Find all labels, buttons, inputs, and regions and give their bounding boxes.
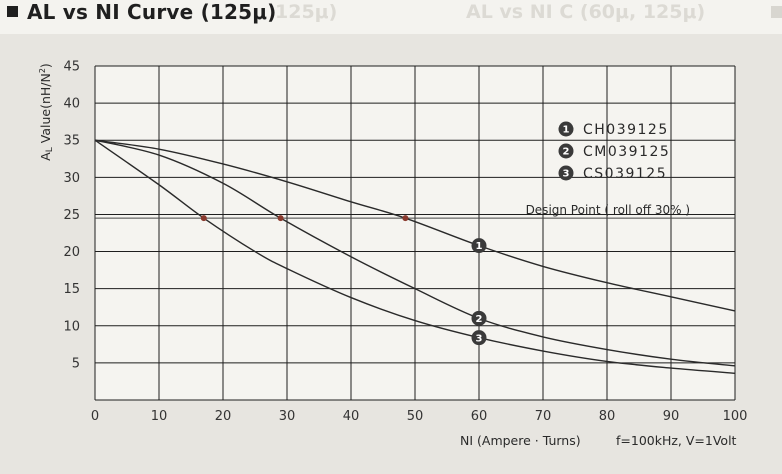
x-tick-label: 30 <box>279 409 296 424</box>
y-tick-label: 45 <box>63 60 80 75</box>
x-tick-label: 90 <box>663 409 680 424</box>
y-tick-label: 15 <box>63 282 80 297</box>
curve-badge-number: 1 <box>476 241 483 252</box>
y-tick-label: 5 <box>72 356 80 371</box>
x-tick-label: 20 <box>215 409 232 424</box>
y-tick-label: 10 <box>63 319 80 334</box>
curve-2 <box>94 139 736 367</box>
title-bullet-icon <box>7 6 18 17</box>
design-point-marker <box>402 215 409 222</box>
legend-badge-number: 2 <box>563 147 570 158</box>
legend: 1 CH039125 2 CM039125 3 CS039125 <box>558 121 670 182</box>
legend-badge <box>558 143 574 159</box>
grid <box>94 65 736 401</box>
x-tick-label: 50 <box>407 409 424 424</box>
x-tick-label: 0 <box>91 409 99 424</box>
header-bar: AL vs NI Curve (125μ) 125μ) AL vs NI C (… <box>0 0 782 34</box>
legend-entry: CH039125 <box>583 122 669 138</box>
x-tick-label: 10 <box>151 409 168 424</box>
curve-badge-number: 3 <box>476 333 483 344</box>
y-tick-label: 20 <box>63 245 80 260</box>
bleed-through-bullet-icon <box>771 6 782 18</box>
legend-entry: CS039125 <box>583 166 667 182</box>
curve-badge <box>471 330 487 346</box>
x-tick-label: 40 <box>343 409 360 424</box>
curves: 1 2 3 <box>94 139 736 374</box>
y-axis-label: AL Value(nH/N2) <box>38 63 55 161</box>
x-tick-label: 100 <box>723 409 748 424</box>
page-title: AL vs NI Curve (125μ) <box>27 0 277 24</box>
x-tick-label: 70 <box>535 409 552 424</box>
y-tick-label: 40 <box>63 97 80 112</box>
x-axis-label: NI (Ampere · Turns) <box>460 433 581 448</box>
legend-badge <box>558 165 574 181</box>
curve-badge <box>471 310 487 326</box>
legend-badge-number: 3 <box>563 169 570 180</box>
y-tick-label: 30 <box>63 171 80 186</box>
tick-labels: 0 10 20 30 40 50 60 70 80 90 100 5 10 15 20 25 30 35 40 45 <box>63 60 747 425</box>
design-point-label: Design Point ( roll off 30% ) <box>526 203 690 217</box>
design-point-marker <box>277 215 284 222</box>
x-tick-label: 80 <box>599 409 616 424</box>
bleed-through-text-left: 125μ) <box>275 1 338 23</box>
bleed-through-text-right: AL vs NI C (60μ, 125μ) <box>466 1 706 23</box>
y-tick-label: 35 <box>63 134 80 149</box>
curve-badge <box>471 238 487 254</box>
test-condition-note: f=100kHz, V=1Volt <box>616 433 737 448</box>
x-tick-label: 60 <box>471 409 488 424</box>
legend-badge <box>558 121 574 137</box>
legend-badge-number: 1 <box>563 125 570 136</box>
legend-entry: CM039125 <box>583 144 670 160</box>
y-tick-label: 25 <box>63 208 80 223</box>
design-point-marker <box>200 215 207 222</box>
curve-badge-number: 2 <box>476 314 483 325</box>
